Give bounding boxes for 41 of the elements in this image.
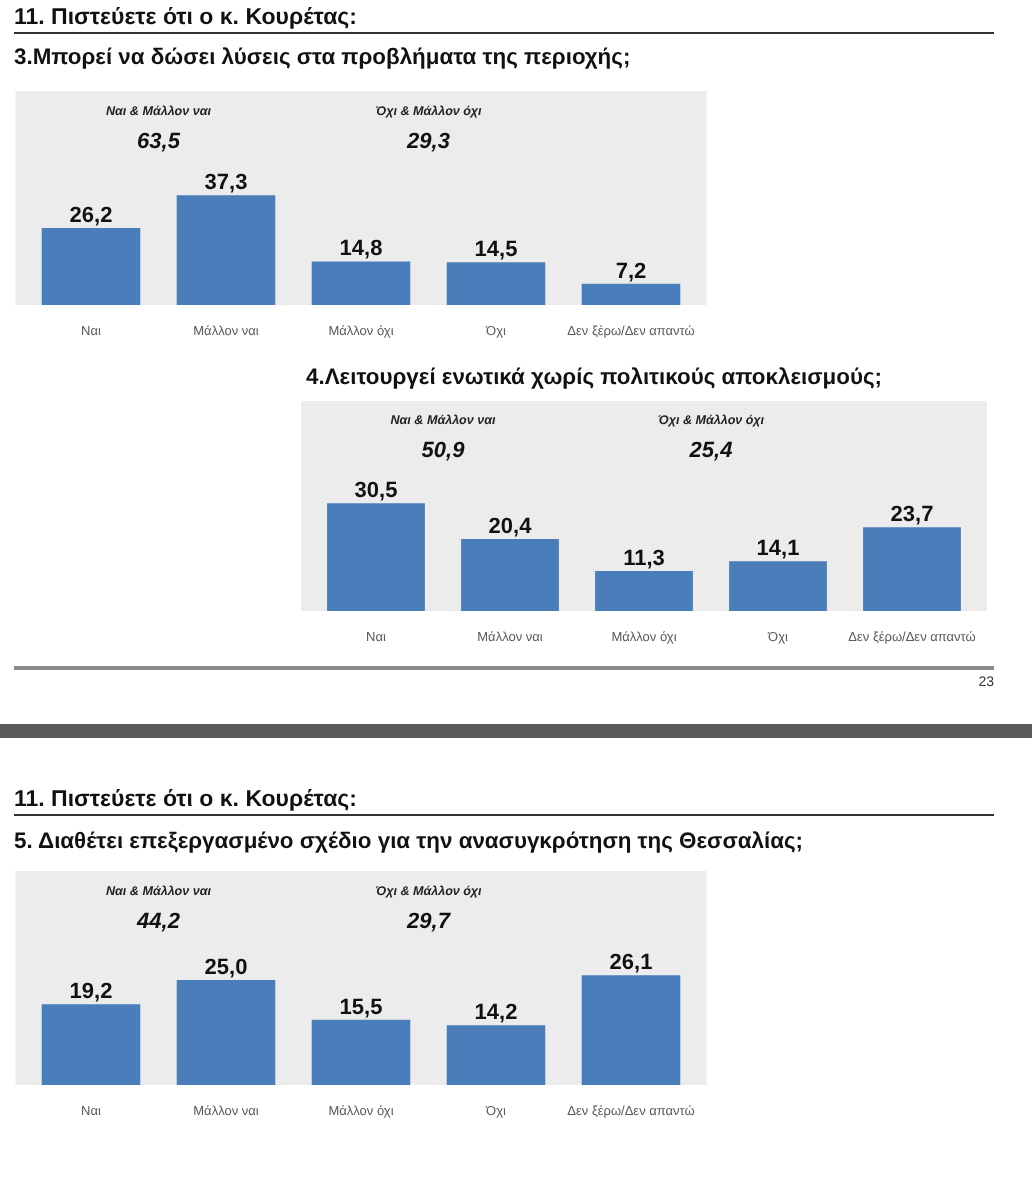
chart-subtitle: 3.Μπορεί να δώσει λύσεις στα προβλήματα της περιοχής; — [14, 44, 631, 72]
bar — [729, 561, 827, 611]
bar — [461, 538, 559, 611]
bar — [446, 1025, 546, 1085]
data-label: 15,5 — [339, 995, 383, 1020]
text: 44,2 — [135, 910, 180, 935]
data-label: 20,4 — [488, 514, 534, 539]
bar — [176, 979, 276, 1085]
text: 29,3 — [405, 130, 450, 155]
data-label: 25,0 — [204, 955, 248, 980]
bar — [446, 262, 546, 305]
data-label: 7,2 — [615, 259, 647, 284]
bar — [311, 1019, 411, 1085]
bar — [41, 227, 141, 305]
data-label: 23,7 — [890, 503, 934, 528]
data-label: 19,2 — [69, 980, 113, 1005]
chart-title: 11. Πιστεύετε ότι ο κ. Κουρέτας: — [14, 760, 994, 816]
data-label: 14,8 — [339, 237, 383, 262]
data-label: 26,1 — [609, 951, 653, 976]
text: 29,7 — [405, 910, 452, 935]
data-label: 14,2 — [474, 1001, 518, 1026]
bar — [176, 195, 276, 305]
bar — [311, 261, 411, 305]
bar — [863, 527, 961, 611]
chart-subtitle: 5. Διαθέτει επεξεργασμένο σχέδιο για την ανασυγκρότηση της Θεσσαλίας; — [14, 828, 803, 856]
text: 25,4 — [687, 439, 733, 464]
bar — [581, 283, 681, 305]
data-label: 37,3 — [204, 171, 248, 196]
bar — [41, 1004, 141, 1085]
chart-title: 11. Πιστεύετε ότι ο κ. Κουρέτας: — [14, 4, 994, 34]
bar — [327, 503, 425, 611]
chart-title: 4.Λειτουργεί ενωτικά χωρίς πολιτικούς αποκλεισμούς; — [306, 364, 883, 392]
data-label: 14,5 — [474, 238, 518, 263]
data-label: 30,5 — [354, 479, 398, 504]
data-label: 14,1 — [756, 537, 800, 562]
bar — [595, 571, 693, 611]
text: 50,9 — [421, 439, 467, 464]
data-label: 26,2 — [69, 203, 113, 228]
data-label: 11,3 — [623, 547, 665, 572]
text: 63,5 — [137, 130, 182, 155]
bar — [581, 975, 681, 1085]
